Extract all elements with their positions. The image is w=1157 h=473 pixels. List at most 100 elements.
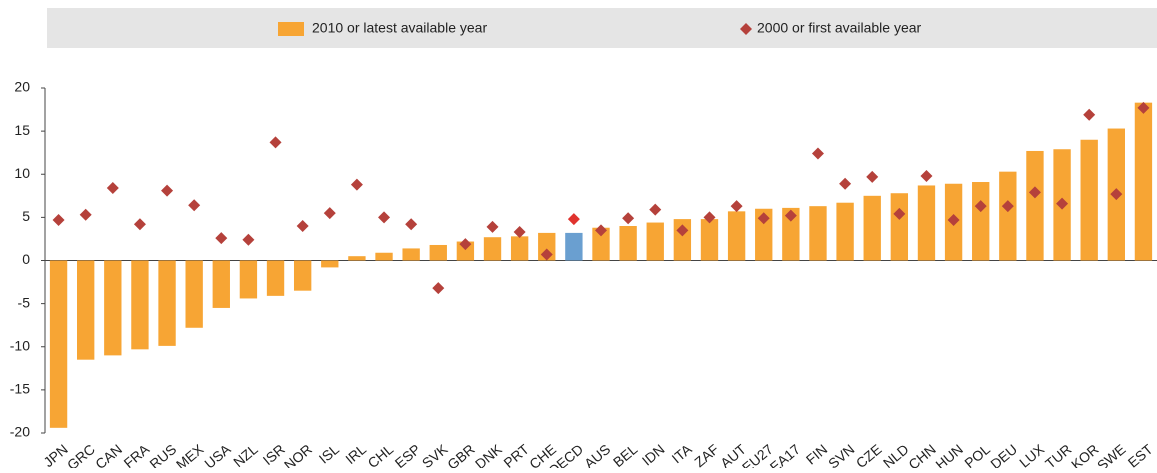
diamond-marker: [513, 226, 526, 239]
x-tick-label: GBR: [444, 441, 478, 468]
diamond-marker: [405, 218, 418, 231]
bar: [809, 206, 827, 261]
bar: [782, 207, 800, 261]
diamond-marker: [1001, 200, 1014, 213]
diamond-marker: [784, 209, 797, 222]
bar: [266, 260, 285, 296]
x-tick-label: USA: [201, 440, 234, 468]
bar: [836, 202, 854, 261]
x-tick-label: FIN: [803, 441, 831, 468]
legend-box: [47, 8, 1157, 48]
x-tick-label: RUS: [146, 441, 179, 468]
bar: [863, 195, 881, 261]
bar: [592, 227, 610, 261]
x-tick-label: TUR: [1042, 441, 1074, 468]
y-tick-label: -20: [10, 424, 30, 440]
x-tick-label: SVN: [825, 441, 857, 468]
diamond-marker: [296, 220, 309, 232]
bar: [456, 241, 475, 261]
x-tick-label: AUS: [581, 441, 613, 468]
diamond-marker: [649, 203, 662, 216]
diamond-marker: [676, 224, 689, 237]
diamond-marker: [866, 170, 879, 183]
diamond-marker: [242, 233, 255, 246]
x-tick-label: ESP: [392, 441, 424, 468]
bar: [1134, 102, 1153, 261]
diamond-marker: [893, 207, 906, 220]
bar: [49, 260, 68, 428]
diamond-marker: [106, 182, 119, 195]
diamond-marker: [1110, 188, 1123, 201]
bar: [755, 208, 773, 261]
x-tick-label: BEL: [610, 441, 641, 468]
legend-label: 2010 or latest available year: [312, 20, 487, 36]
bar: [646, 222, 664, 261]
x-tick-label: CZE: [853, 441, 885, 468]
legend-label: 2000 or first available year: [757, 20, 922, 36]
x-tick-label: CAN: [92, 441, 125, 468]
bar: [239, 260, 258, 299]
diamond-marker: [269, 136, 282, 149]
x-tick-label: IRL: [342, 441, 369, 467]
bar: [972, 182, 990, 261]
bar: [890, 193, 909, 261]
diamond-marker: [1137, 101, 1150, 114]
diamond-marker: [459, 238, 472, 251]
bar: [402, 248, 420, 261]
diamond-marker: [540, 248, 553, 261]
bar: [429, 244, 447, 261]
y-tick-label: 20: [14, 79, 30, 95]
diamond-marker: [79, 208, 92, 221]
x-tick-label: EST: [1125, 441, 1156, 468]
y-tick-label: 5: [22, 208, 30, 224]
diamond-marker: [432, 282, 445, 295]
y-tick-label: 15: [14, 122, 30, 138]
y-tick-label: -5: [18, 294, 31, 310]
diamond-marker: [1083, 108, 1096, 121]
x-tick-label: MEX: [173, 440, 207, 468]
x-tick-label: DNK: [472, 440, 505, 468]
x-tick-label: HUN: [932, 441, 966, 468]
bar: [77, 260, 95, 360]
diamond-marker: [947, 213, 960, 226]
x-tick-label: IDN: [639, 441, 668, 468]
bar: [375, 252, 393, 261]
bar: [565, 232, 583, 261]
y-tick-label: 10: [14, 165, 30, 181]
y-tick-label: -10: [10, 337, 30, 353]
bar: [999, 171, 1017, 261]
bar: [1026, 150, 1044, 261]
diamond-marker: [920, 169, 933, 182]
x-tick-label: LUX: [1016, 440, 1048, 468]
x-tick-label: POL: [961, 441, 993, 468]
diamond-marker: [839, 177, 852, 190]
y-tick-label: 0: [22, 251, 30, 267]
diamond-marker: [161, 184, 174, 197]
legend-swatch: [740, 23, 752, 35]
bar: [483, 237, 502, 261]
bar: [727, 211, 746, 261]
diamond-marker: [567, 213, 580, 226]
x-tick-label: ZAF: [691, 441, 722, 468]
bar: [348, 256, 366, 261]
bar: [619, 226, 637, 261]
x-tick-label: NLD: [880, 441, 912, 468]
y-tick-label: -15: [10, 381, 30, 397]
legend-swatch: [278, 22, 304, 36]
bar: [917, 185, 936, 261]
diamond-marker: [133, 218, 146, 231]
diamond-marker: [757, 212, 770, 225]
x-tick-label: FRA: [121, 440, 153, 468]
diamond-marker: [378, 211, 391, 224]
diamond-marker: [350, 178, 363, 191]
bar: [700, 219, 719, 261]
x-tick-label: ITA: [668, 440, 695, 466]
diamond-marker: [730, 200, 743, 213]
bar: [321, 260, 339, 268]
x-tick-label: ISL: [316, 441, 343, 467]
bar: [185, 260, 203, 328]
bar: [104, 260, 122, 356]
bar: [158, 260, 176, 346]
diamond-marker: [595, 224, 607, 237]
x-tick-label: CHN: [905, 441, 939, 468]
